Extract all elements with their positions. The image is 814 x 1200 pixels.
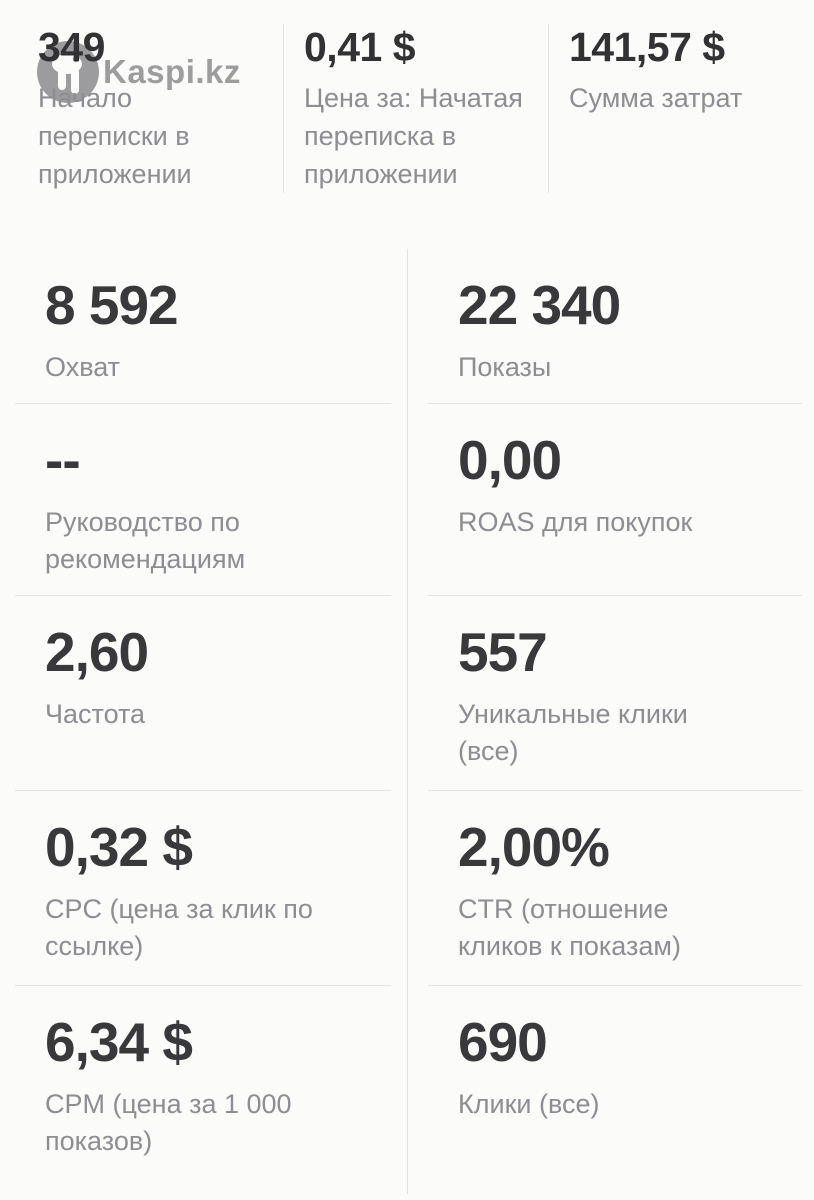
metric-label: CPC (цена за клик по ссылке): [45, 894, 313, 961]
kaspi-watermark: Kaspi.kz: [36, 40, 241, 104]
stat-label: Начало переписки в приложении: [38, 83, 192, 189]
stat-value: 141,57 $: [569, 24, 725, 70]
metric-label: Показы: [458, 352, 552, 382]
metric-value: 2,60: [45, 621, 149, 683]
metric-label: Клики (все): [458, 1089, 600, 1119]
metrics-column-left: 8 592 Охват -- Руководство по рекомендац…: [0, 249, 407, 1194]
metric-value: 22 340: [458, 274, 621, 336]
metric-label: Уникальные клики (все): [458, 699, 688, 766]
metrics-grid: 8 592 Охват -- Руководство по рекомендац…: [0, 249, 814, 1194]
stat-label: Сумма затрат: [569, 83, 743, 113]
kaspi-watermark-text: Kaspi.kz: [103, 53, 241, 90]
metric-value: --: [45, 429, 81, 491]
stat-amount-spent: 141,57 $ Сумма затрат: [548, 24, 814, 193]
metric-label: Частота: [45, 699, 146, 729]
metric-value: 0,00: [458, 429, 562, 491]
stat-messaging-conversations-started: 349 Начало переписки в приложении: [0, 24, 283, 193]
metric-label: CPM (цена за 1 000 показов): [45, 1089, 292, 1156]
metric-value: 8 592: [45, 274, 179, 336]
metric-value: 690: [458, 1011, 548, 1073]
stat-cost-per-conversation: 0,41 $ Цена за: Начатая переписка в прил…: [283, 24, 548, 193]
metric-value: 2,00%: [458, 816, 610, 878]
metric-label: CTR (отношение кликов к показам): [458, 894, 681, 961]
metric-label: Охват: [45, 352, 121, 382]
metric-label: ROAS для покупок: [458, 507, 693, 537]
metric-frequency: 2,60 Частота: [0, 596, 407, 791]
metric-value: 0,32 $: [45, 816, 193, 878]
metric-value: 6,34 $: [45, 1011, 193, 1073]
metric-recommendations-guide: -- Руководство по рекомендациям: [0, 404, 407, 596]
stat-value: 349: [38, 24, 105, 70]
metric-cpm: 6,34 $ CPM (цена за 1 000 показов): [0, 986, 407, 1194]
metric-purchase-roas: 0,00 ROAS для покупок: [408, 404, 814, 596]
metric-value: 557: [458, 621, 548, 683]
metric-unique-clicks: 557 Уникальные клики (все): [408, 596, 814, 791]
stat-label: Цена за: Начатая переписка в приложении: [304, 83, 523, 189]
metric-label: Руководство по рекомендациям: [45, 507, 246, 574]
metric-cpc: 0,32 $ CPC (цена за клик по ссылке): [0, 791, 407, 986]
metrics-column-right: 22 340 Показы 0,00 ROAS для покупок 557 …: [407, 249, 814, 1194]
kaspi-logo-icon: [37, 41, 99, 103]
metric-clicks-all: 690 Клики (все): [408, 986, 814, 1194]
metric-impressions: 22 340 Показы: [408, 249, 814, 404]
metric-ctr: 2,00% CTR (отношение кликов к показам): [408, 791, 814, 986]
top-stats-row: 349 Начало переписки в приложении 0,41 $…: [0, 0, 814, 193]
stat-value: 0,41 $: [304, 24, 416, 70]
metric-reach: 8 592 Охват: [0, 249, 407, 404]
